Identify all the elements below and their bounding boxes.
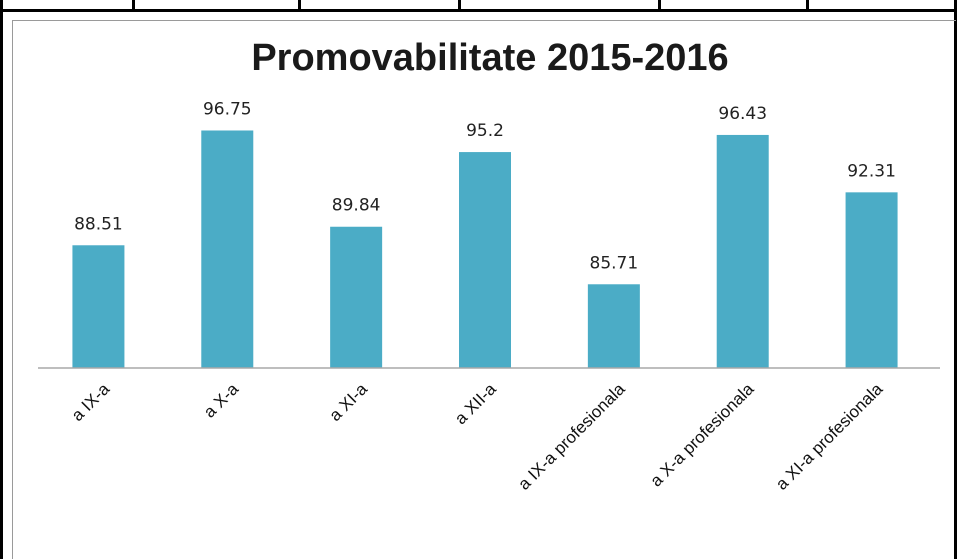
chart-title: Promovabilitate 2015-2016	[251, 37, 728, 79]
bar-1	[201, 130, 254, 368]
bar-2	[330, 226, 383, 368]
bar-4	[587, 284, 640, 368]
table-border-left	[0, 0, 3, 559]
bars-group	[72, 130, 898, 368]
value-label-5: 96.43	[718, 104, 767, 124]
table-border-right	[954, 0, 957, 559]
value-label-0: 88.51	[74, 214, 123, 234]
bar-6	[845, 192, 898, 368]
category-label-1: a X-a	[200, 379, 243, 422]
value-label-2: 89.84	[332, 196, 381, 216]
value-label-4: 85.71	[590, 253, 639, 273]
table-divider	[458, 0, 461, 12]
value-label-6: 92.31	[847, 161, 896, 181]
bar-3	[459, 152, 511, 368]
table-divider	[132, 0, 135, 12]
category-label-4: a IX-a profesionala	[514, 379, 629, 494]
bar-0	[72, 245, 125, 368]
category-label-5: a X-a profesionala	[647, 379, 758, 490]
table-divider	[298, 0, 301, 12]
value-labels-group: 88.51 96.75 89.84 95.2 85.71 96.43 92.31	[74, 99, 896, 273]
category-labels-group: a IX-a a X-a a XI-a a XII-a a IX-a profesion…	[68, 379, 887, 494]
category-label-6: a XI-a profesionala	[772, 379, 887, 494]
value-label-1: 96.75	[203, 99, 252, 119]
category-label-2: a XI-a	[325, 379, 371, 425]
category-label-0: a IX-a	[68, 379, 114, 425]
value-label-3: 95.2	[466, 121, 504, 141]
category-label-3: a XII-a	[451, 379, 500, 428]
bar-5	[716, 134, 769, 368]
table-border-top	[0, 0, 957, 12]
chart-area	[12, 20, 956, 559]
table-divider	[658, 0, 661, 12]
table-divider	[806, 0, 809, 12]
